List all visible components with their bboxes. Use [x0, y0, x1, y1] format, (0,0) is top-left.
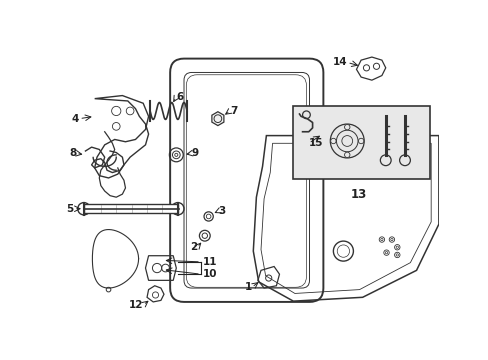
Text: 8: 8	[69, 148, 76, 158]
Text: 2: 2	[189, 242, 197, 252]
Polygon shape	[211, 112, 224, 126]
Text: 7: 7	[230, 106, 237, 116]
Circle shape	[358, 138, 363, 144]
Text: 14: 14	[332, 58, 346, 67]
Text: 5: 5	[66, 204, 74, 214]
Text: 9: 9	[191, 148, 199, 158]
Text: 6: 6	[176, 92, 183, 102]
Text: 10: 10	[203, 269, 217, 279]
Text: 1: 1	[244, 282, 251, 292]
Text: 15: 15	[308, 138, 323, 148]
Bar	[293, 106, 429, 180]
Circle shape	[344, 152, 349, 158]
Text: 12: 12	[128, 300, 143, 310]
Text: 4: 4	[72, 114, 79, 123]
Text: 13: 13	[350, 188, 366, 201]
Bar	[84, 204, 178, 213]
Circle shape	[330, 138, 335, 144]
Text: 3: 3	[218, 206, 225, 216]
Text: 11: 11	[203, 257, 217, 267]
Circle shape	[344, 125, 349, 130]
